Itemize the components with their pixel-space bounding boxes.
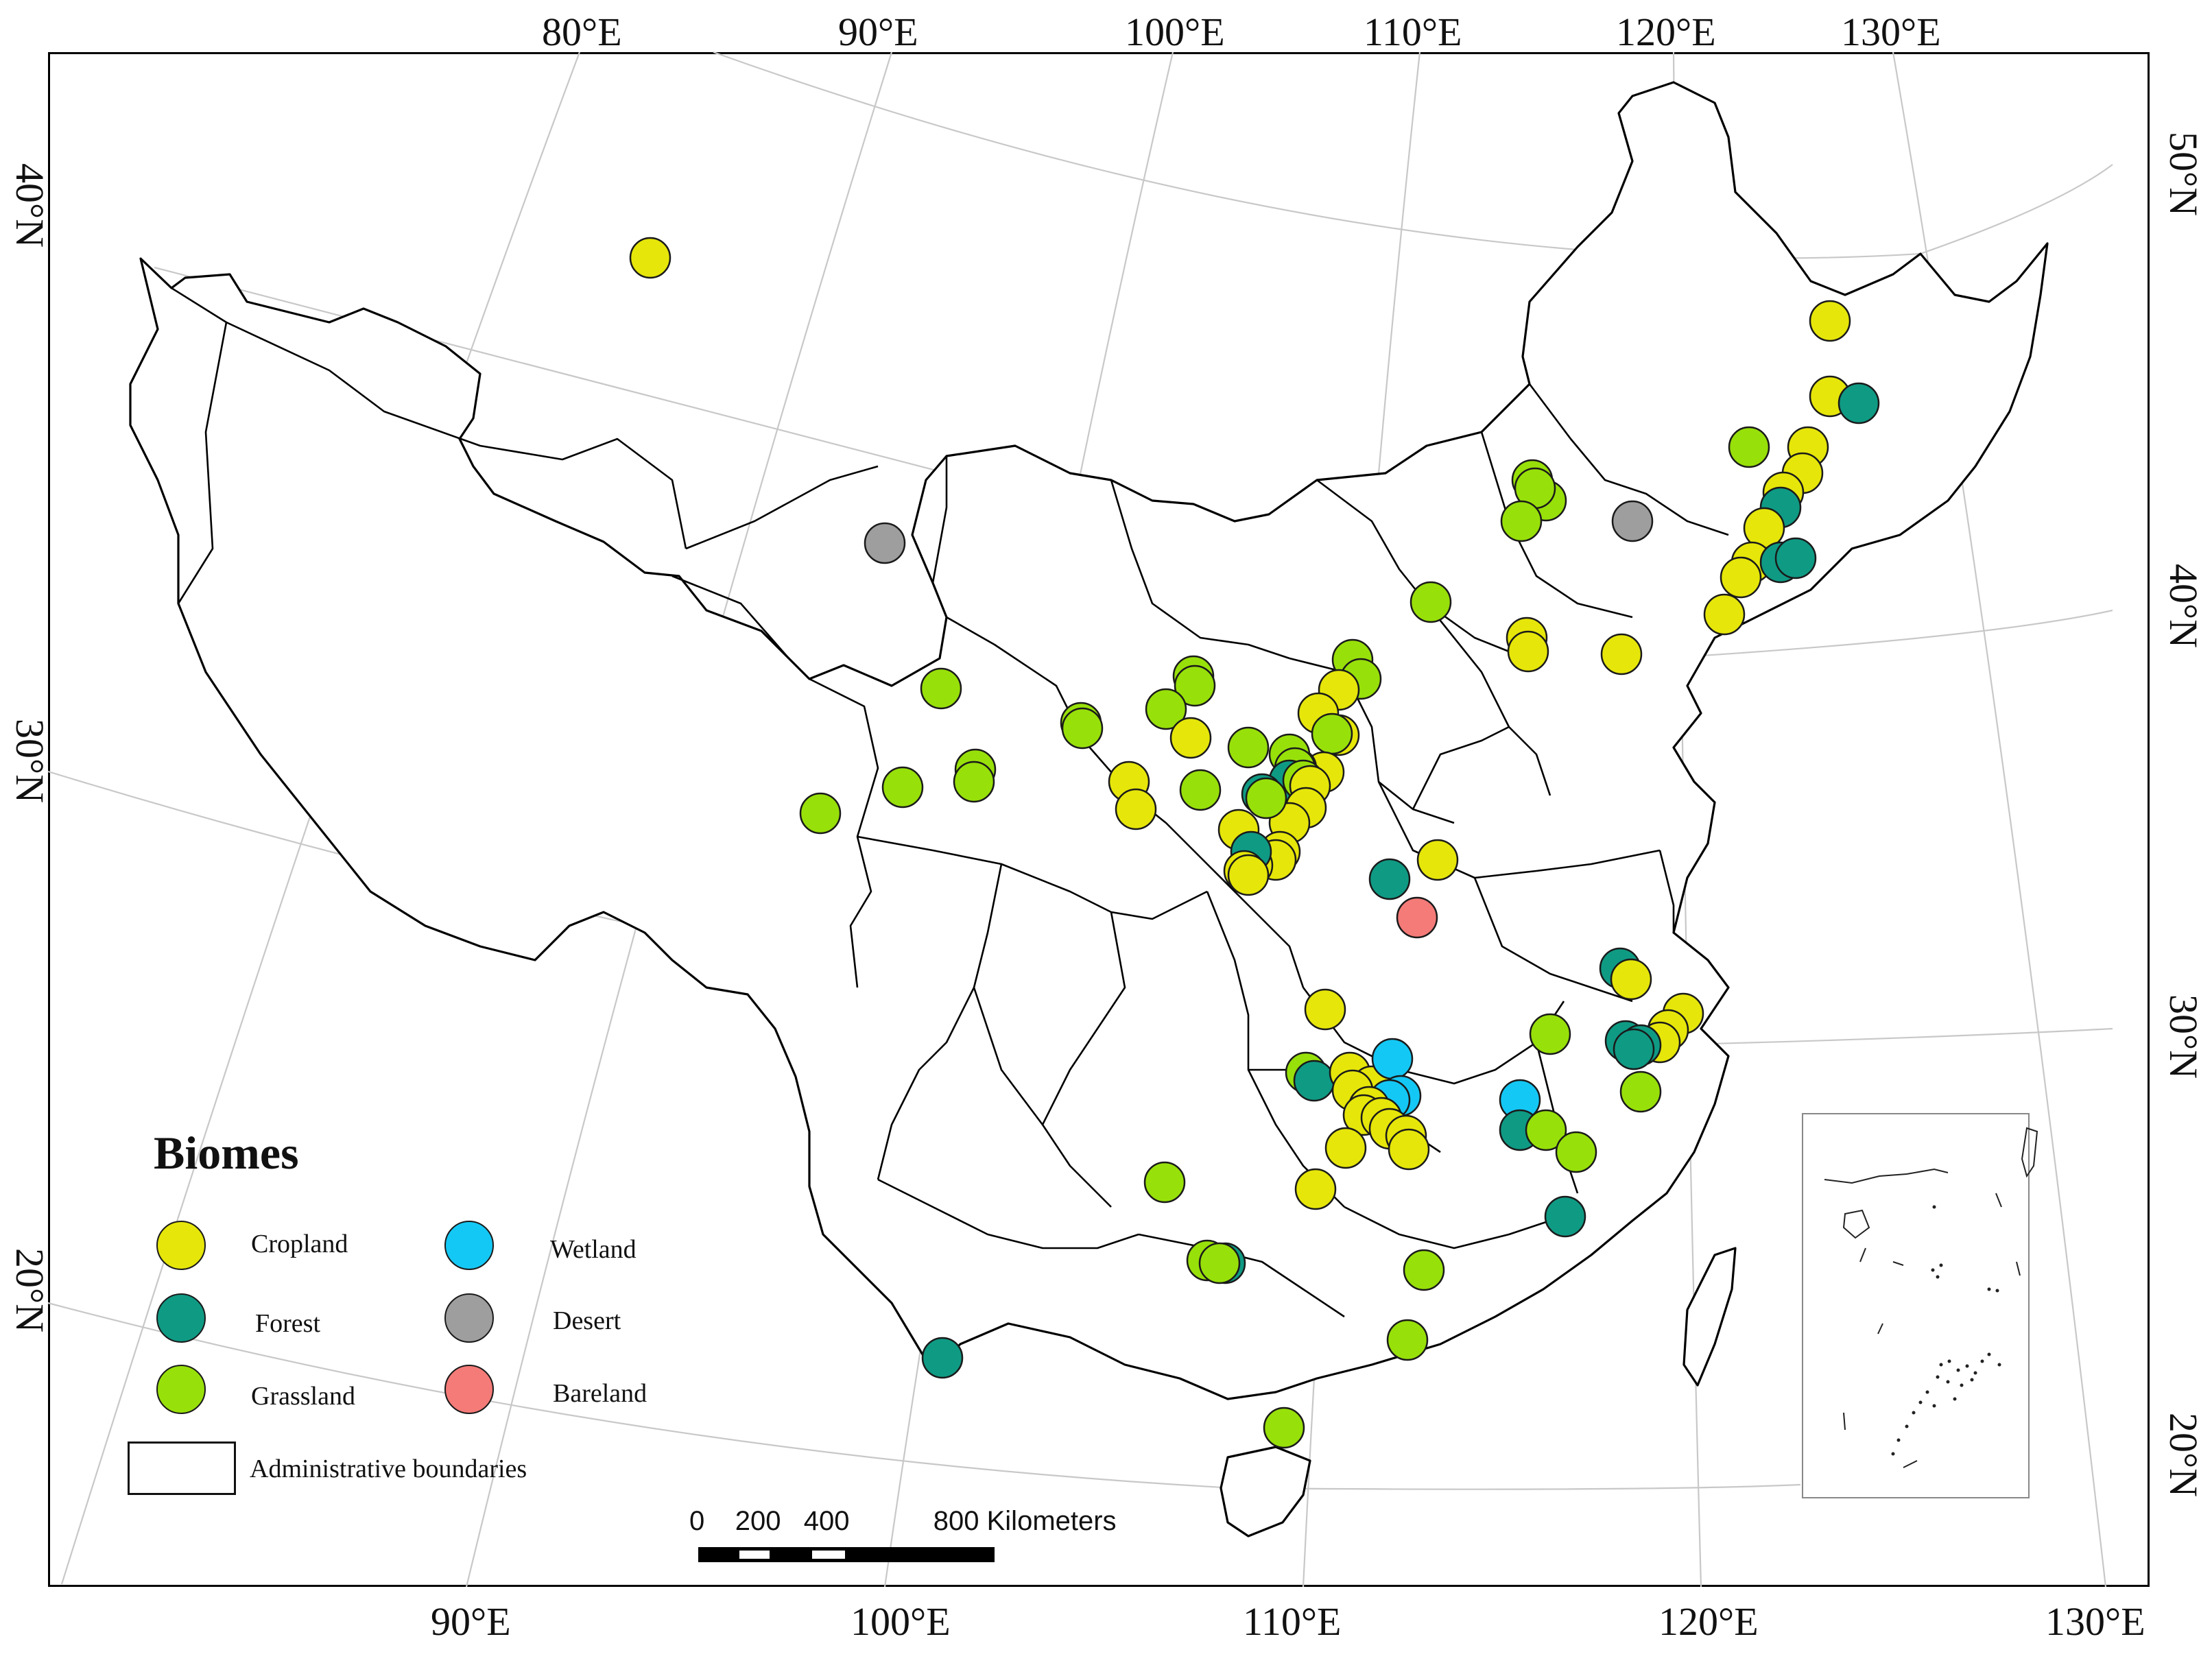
site-marker-forest: [921, 1337, 964, 1379]
lon-label-bottom-120: 120°E: [1658, 1599, 1759, 1644]
site-marker-grassland: [1311, 713, 1353, 755]
lon-label-top-100: 100°E: [1125, 10, 1225, 54]
lat-label-right-30: 30°N: [2161, 994, 2206, 1079]
lat-label-right-40: 40°N: [2161, 564, 2206, 649]
site-marker-grassland: [1500, 500, 1543, 542]
site-marker-grassland: [1410, 581, 1452, 623]
taiwan-island: [1682, 1247, 1737, 1387]
site-marker-cropland: [1115, 788, 1157, 830]
lat-label-right-50: 50°N: [2161, 132, 2206, 217]
site-marker-cropland: [1720, 556, 1762, 599]
site-marker-desert: [864, 522, 906, 564]
site-marker-bareland: [1396, 896, 1438, 939]
site-marker-desert: [1611, 500, 1654, 542]
site-marker-cropland: [1304, 988, 1346, 1031]
site-marker-cropland: [1294, 1168, 1337, 1210]
site-marker-grassland: [1179, 769, 1222, 811]
lat-label-left-20: 20°N: [8, 1248, 52, 1333]
lat-label-left-40: 40°N: [8, 163, 52, 248]
site-marker-grassland: [1728, 426, 1770, 468]
lon-label-bottom-110: 110°E: [1243, 1599, 1342, 1644]
site-marker-forest: [1613, 1028, 1655, 1070]
site-marker-cropland: [1388, 1128, 1430, 1171]
lon-label-top-130: 130°E: [1841, 10, 1941, 54]
site-marker-cropland: [1703, 593, 1746, 636]
scale-bar-label: 0 200 400 800 Kilometers: [689, 1506, 1117, 1536]
legend-swatch-cropland: [156, 1221, 206, 1270]
site-marker-cropland: [1169, 717, 1212, 759]
site-marker-grassland: [881, 766, 924, 809]
site-marker-grassland: [1061, 707, 1104, 750]
site-marker-grassland: [1386, 1319, 1429, 1361]
site-marker-grassland: [799, 792, 842, 835]
legend-swatch-desert: [444, 1293, 494, 1343]
site-marker-grassland: [1555, 1131, 1597, 1173]
site-marker-grassland: [1174, 665, 1216, 707]
site-marker-forest: [1293, 1060, 1335, 1102]
lon-label-top-120: 120°E: [1616, 10, 1716, 54]
site-marker-grassland: [1227, 726, 1270, 769]
legend-title: Biomes: [154, 1127, 299, 1179]
site-marker-cropland: [1227, 854, 1270, 896]
lon-label-bottom-90: 90°E: [431, 1599, 511, 1644]
legend-label-grassland: Grassland: [251, 1382, 355, 1411]
legend-label-cropland: Cropland: [251, 1230, 348, 1258]
site-marker-cropland: [1809, 300, 1851, 342]
site-marker-grassland: [1263, 1407, 1305, 1449]
lon-label-bottom-100: 100°E: [851, 1599, 951, 1644]
site-marker-cropland: [1600, 633, 1643, 675]
legend-swatch-forest: [156, 1293, 206, 1343]
site-marker-cropland: [1324, 1127, 1367, 1169]
lat-label-right-20: 20°N: [2161, 1413, 2206, 1498]
scale-bar: [698, 1547, 995, 1562]
site-marker-forest: [1774, 537, 1817, 579]
site-marker-grassland: [1245, 777, 1287, 819]
site-marker-grassland: [1529, 1013, 1571, 1055]
site-marker-forest: [1544, 1195, 1586, 1238]
site-marker-grassland: [1619, 1070, 1662, 1113]
legend-swatch-bareland: [444, 1365, 494, 1414]
site-marker-cropland: [1416, 839, 1459, 881]
site-marker-grassland: [1403, 1249, 1445, 1291]
site-marker-grassland: [1198, 1242, 1241, 1284]
site-marker-wetland: [1371, 1038, 1414, 1080]
legend-label-desert: Desert: [553, 1306, 621, 1335]
inset-map: [1802, 1113, 2038, 1498]
hainan-island: [1220, 1446, 1311, 1538]
legend-swatch-boundaries: [128, 1441, 236, 1495]
lon-label-bottom-130: 130°E: [2045, 1599, 2145, 1644]
site-marker-grassland: [1143, 1161, 1186, 1204]
site-marker-cropland: [629, 237, 671, 279]
site-marker-grassland: [920, 667, 962, 710]
lat-label-left-30: 30°N: [8, 719, 52, 804]
site-marker-grassland: [1145, 688, 1187, 730]
lon-label-top-80: 80°E: [542, 10, 622, 54]
province-boundaries: [171, 287, 1729, 1318]
site-markers: [629, 237, 1880, 1449]
legend-label-bareland: Bareland: [553, 1379, 647, 1408]
legend-label-wetland: Wetland: [550, 1235, 637, 1264]
site-marker-grassland: [1525, 1109, 1567, 1151]
site-marker-forest: [1838, 382, 1880, 424]
legend-swatch-grassland: [156, 1365, 206, 1414]
site-marker-cropland: [1507, 630, 1549, 673]
legend-swatch-wetland: [444, 1221, 494, 1270]
lon-label-top-110: 110°E: [1364, 10, 1462, 54]
legend-label-forest: Forest: [255, 1309, 320, 1338]
site-marker-grassland: [953, 761, 995, 803]
legend-label-boundaries: Administrative boundaries: [250, 1455, 527, 1483]
site-marker-forest: [1368, 858, 1411, 900]
lon-label-top-90: 90°E: [838, 10, 918, 54]
site-marker-cropland: [1610, 958, 1652, 1001]
